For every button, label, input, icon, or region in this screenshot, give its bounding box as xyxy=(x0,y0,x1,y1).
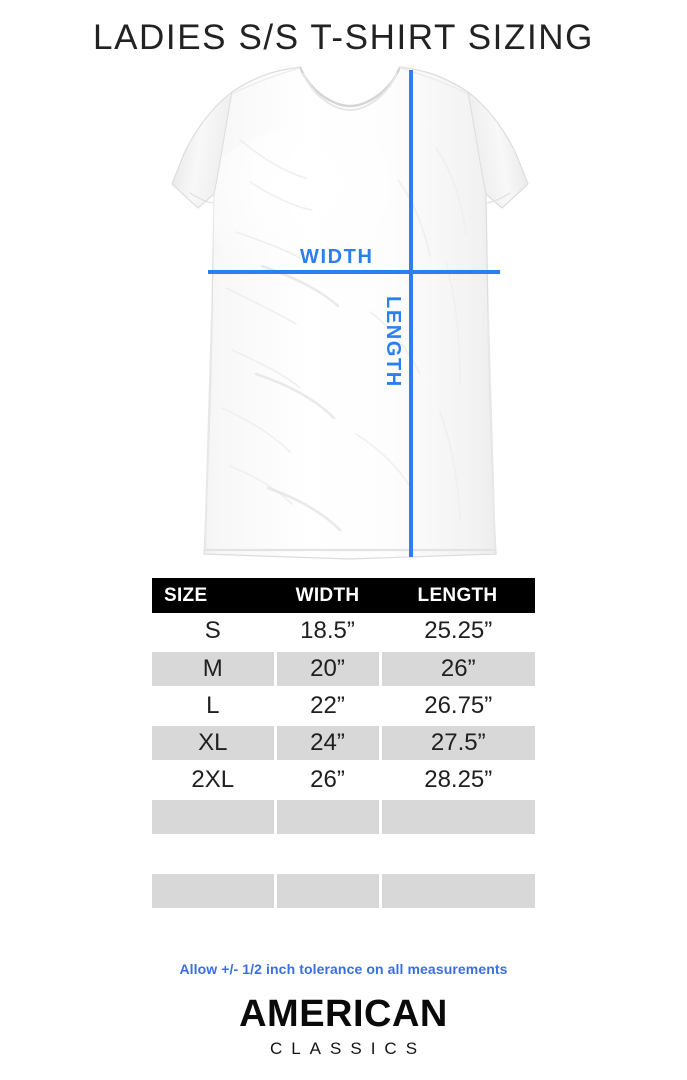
cell-width xyxy=(275,909,382,948)
cell-size: S xyxy=(152,613,277,652)
table-row-empty xyxy=(152,835,535,874)
cell-width: 22” xyxy=(275,687,382,726)
cell-width: 26” xyxy=(275,761,382,800)
page-title: LADIES S/S T-SHIRT SIZING xyxy=(93,18,594,57)
length-label: LENGTH xyxy=(382,296,404,388)
cell-size xyxy=(152,872,277,911)
table-row-empty xyxy=(152,909,535,948)
width-measure-line xyxy=(208,270,500,274)
brand-name-primary: AMERICAN xyxy=(239,993,448,1035)
cell-size xyxy=(152,909,277,948)
brand-logo: AMERICAN CLASSICS xyxy=(0,993,687,1059)
table-row: S 18.5” 25.25” xyxy=(152,613,535,652)
cell-length: 25.25” xyxy=(380,613,535,652)
cell-length xyxy=(380,872,535,911)
cell-width: 18.5” xyxy=(275,613,382,652)
size-chart-header: SIZE WIDTH LENGTH xyxy=(152,578,535,613)
tshirt-svg xyxy=(171,66,529,560)
tshirt-illustration xyxy=(0,62,687,567)
table-row-empty xyxy=(152,872,535,911)
cell-size: 2XL xyxy=(152,761,277,800)
table-row: 2XL 26” 28.25” xyxy=(152,761,535,800)
cell-length xyxy=(380,835,535,874)
cell-length xyxy=(380,909,535,948)
tolerance-note: Allow +/- 1/2 inch tolerance on all meas… xyxy=(179,961,508,977)
cell-length xyxy=(380,798,535,837)
cell-length: 28.25” xyxy=(380,761,535,800)
cell-size: M xyxy=(152,650,277,689)
brand-name-secondary: CLASSICS xyxy=(269,1038,427,1058)
tshirt-body xyxy=(171,66,529,560)
length-measure-line xyxy=(409,70,413,557)
table-row: M 20” 26” xyxy=(152,650,535,689)
cell-width xyxy=(275,872,382,911)
size-chart-table: SIZE WIDTH LENGTH S 18.5” 25.25” M 20” 2… xyxy=(152,578,535,948)
width-label: WIDTH xyxy=(300,246,374,268)
cell-width xyxy=(275,835,382,874)
cell-size: XL xyxy=(152,724,277,763)
cell-length: 26” xyxy=(380,650,535,689)
cell-length: 26.75” xyxy=(380,687,535,726)
table-header-row: SIZE WIDTH LENGTH xyxy=(152,578,535,613)
cell-size xyxy=(152,835,277,874)
cell-size: L xyxy=(152,687,277,726)
column-header-length: LENGTH xyxy=(380,578,535,613)
cell-width xyxy=(275,798,382,837)
cell-length: 27.5” xyxy=(380,724,535,763)
table-row-empty xyxy=(152,798,535,837)
table-row: L 22” 26.75” xyxy=(152,687,535,726)
cell-size xyxy=(152,798,277,837)
column-header-size: SIZE xyxy=(152,578,275,613)
cell-width: 24” xyxy=(275,724,382,763)
size-chart-body: S 18.5” 25.25” M 20” 26” L 22” 26.75” XL… xyxy=(152,613,535,948)
cell-width: 20” xyxy=(275,650,382,689)
column-header-width: WIDTH xyxy=(275,578,380,613)
table-row: XL 24” 27.5” xyxy=(152,724,535,763)
